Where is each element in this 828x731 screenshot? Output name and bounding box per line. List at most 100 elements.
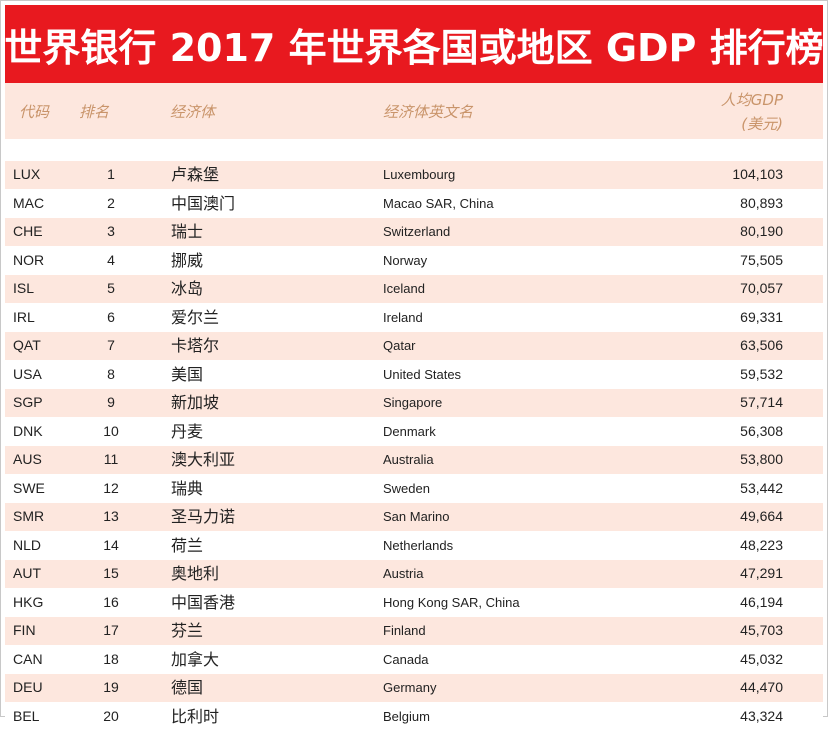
rank-number: 2 [91,190,131,218]
economy-name: 圣马力诺 [171,503,235,531]
economy-name-en: Finland [383,617,426,645]
table-row: MAC 2 中国澳门 Macao SAR, China 80,893 [5,190,823,219]
economy-name-en: Denmark [383,418,436,446]
economy-name: 爱尔兰 [171,304,219,332]
economy-name: 丹麦 [171,418,203,446]
rank-number: 14 [91,532,131,560]
country-code: IRL [13,304,35,332]
economy-name: 澳大利亚 [171,446,235,474]
country-code: CAN [13,646,43,674]
country-code: SMR [13,503,44,531]
economy-name: 芬兰 [171,617,203,645]
gdp-per-capita: 63,506 [740,332,783,360]
country-code: AUS [13,446,42,474]
economy-name: 卡塔尔 [171,332,219,360]
gdp-per-capita: 70,057 [740,275,783,303]
gdp-per-capita: 57,714 [740,389,783,417]
country-code: AUT [13,560,41,588]
economy-name-en: United States [383,361,461,389]
table-row: ISL 5 冰岛 Iceland 70,057 [5,275,823,304]
gdp-per-capita: 75,505 [740,247,783,275]
rank-number: 7 [91,332,131,360]
country-code: ISL [13,275,34,303]
economy-name-en: Qatar [383,332,416,360]
country-code: NLD [13,532,41,560]
rank-number: 12 [91,475,131,503]
economy-name-en: Luxembourg [383,161,455,189]
ranking-table: LUX 1 卢森堡 Luxembourg 104,103 MAC 2 中国澳门 Macao SA… [5,161,823,731]
rank-number: 18 [91,646,131,674]
economy-name-en: Singapore [383,389,442,417]
economy-name-en: Austria [383,560,423,588]
gdp-per-capita: 45,703 [740,617,783,645]
economy-name: 挪威 [171,247,203,275]
gdp-per-capita: 46,194 [740,589,783,617]
gdp-per-capita: 80,190 [740,218,783,246]
economy-name-en: Macao SAR, China [383,190,494,218]
country-code: HKG [13,589,43,617]
table-row: DEU 19 德国 Germany 44,470 [5,674,823,703]
gdp-per-capita: 53,800 [740,446,783,474]
gdp-per-capita: 56,308 [740,418,783,446]
rank-number: 10 [91,418,131,446]
rank-number: 15 [91,560,131,588]
rank-number: 5 [91,275,131,303]
header-rank: 排名 [79,101,109,122]
economy-name-en: Ireland [383,304,423,332]
rank-number: 3 [91,218,131,246]
country-code: QAT [13,332,41,360]
rank-number: 19 [91,674,131,702]
country-code: MAC [13,190,44,218]
gdp-per-capita: 45,032 [740,646,783,674]
economy-name-en: Hong Kong SAR, China [383,589,520,617]
gdp-per-capita: 53,442 [740,475,783,503]
economy-name-en: San Marino [383,503,449,531]
economy-name: 德国 [171,674,203,702]
country-code: LUX [13,161,40,189]
country-code: DEU [13,674,43,702]
economy-name: 瑞士 [171,218,203,246]
economy-name-en: Canada [383,646,429,674]
country-code: NOR [13,247,44,275]
gdp-per-capita: 43,324 [740,703,783,731]
economy-name: 奥地利 [171,560,219,588]
economy-name-en: Belgium [383,703,430,731]
economy-name: 加拿大 [171,646,219,674]
country-code: BEL [13,703,39,731]
gdp-per-capita: 48,223 [740,532,783,560]
gdp-per-capita: 80,893 [740,190,783,218]
rank-number: 1 [91,161,131,189]
economy-name: 荷兰 [171,532,203,560]
gdp-per-capita: 104,103 [732,161,783,189]
country-code: SWE [13,475,45,503]
header-code: 代码 [19,101,49,122]
rank-number: 16 [91,589,131,617]
table-row: QAT 7 卡塔尔 Qatar 63,506 [5,332,823,361]
rank-number: 8 [91,361,131,389]
economy-name-en: Sweden [383,475,430,503]
economy-name: 美国 [171,361,203,389]
table-row: AUT 15 奥地利 Austria 47,291 [5,560,823,589]
gdp-per-capita: 49,664 [740,503,783,531]
table-header: 代码 排名 经济体 经济体英文名 人均GDP (美元) [5,83,823,139]
gdp-per-capita: 59,532 [740,361,783,389]
table-row: SWE 12 瑞典 Sweden 53,442 [5,475,823,504]
page-title: 世界银行 2017 年世界各国或地区 GDP 排行榜 [5,5,823,83]
economy-name: 冰岛 [171,275,203,303]
economy-name-en: Iceland [383,275,425,303]
economy-name-en: Germany [383,674,436,702]
economy-name: 中国澳门 [171,190,235,218]
gdp-per-capita: 47,291 [740,560,783,588]
table-row: CAN 18 加拿大 Canada 45,032 [5,646,823,675]
economy-name: 瑞典 [171,475,203,503]
gdp-per-capita: 44,470 [740,674,783,702]
economy-name: 卢森堡 [171,161,219,189]
